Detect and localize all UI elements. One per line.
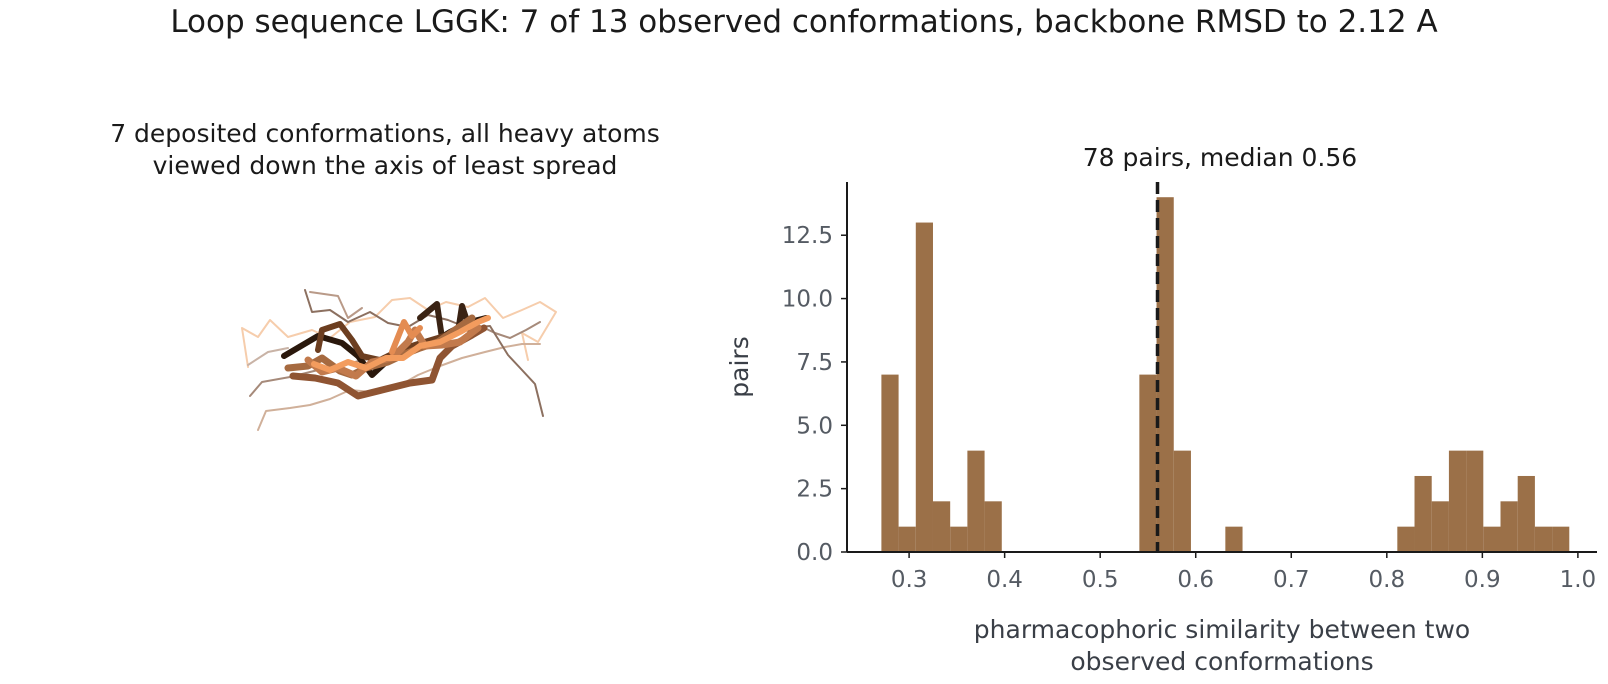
left-panel-title-line1: 7 deposited conformations, all heavy ato… xyxy=(110,119,660,148)
backbone-8 xyxy=(389,319,423,355)
histogram-bar xyxy=(1500,501,1518,552)
histogram-bar xyxy=(1225,526,1243,552)
histogram-bar xyxy=(984,501,1002,552)
histogram-bar xyxy=(932,501,951,552)
figure-suptitle: Loop sequence LGGK: 7 of 13 observed con… xyxy=(170,4,1438,40)
x-tick-label: 0.4 xyxy=(986,567,1023,593)
thin-trace-6 xyxy=(247,347,289,366)
histogram-title: 78 pairs, median 0.56 xyxy=(1082,143,1358,172)
x-tick-label: 1.0 xyxy=(1560,567,1597,593)
x-tick-label: 0.3 xyxy=(891,567,928,593)
y-tick-label: 10.0 xyxy=(782,287,833,313)
histogram-bar xyxy=(967,450,985,552)
thin-trace-1 xyxy=(241,297,557,368)
backbone-3 xyxy=(315,321,459,363)
x-tick-label: 0.6 xyxy=(1177,567,1214,593)
histogram-bar xyxy=(1397,526,1415,552)
x-axis-label-line1: pharmacophoric similarity between two xyxy=(974,615,1470,644)
x-tick-label: 0.9 xyxy=(1464,567,1501,593)
histogram-bars xyxy=(881,197,1570,552)
left-panel-title-line2: viewed down the axis of least spread xyxy=(152,151,618,180)
histogram-bar xyxy=(1156,197,1174,552)
histogram-bar xyxy=(1534,526,1553,552)
histogram-bar xyxy=(1552,526,1570,552)
y-tick-label: 12.5 xyxy=(782,223,833,249)
x-ticks: 0.3 0.4 0.5 0.6 0.7 0.8 0.9 1.0 xyxy=(891,552,1596,593)
histogram-bar xyxy=(915,222,933,552)
y-tick-label: 0.0 xyxy=(796,540,833,566)
left-panel-title: 7 deposited conformations, all heavy ato… xyxy=(30,118,740,182)
x-tick-label: 0.7 xyxy=(1273,567,1310,593)
y-tick-label: 5.0 xyxy=(796,413,833,439)
x-axis-label-line2: observed conformations xyxy=(1070,647,1373,676)
histogram-bar xyxy=(1483,526,1501,552)
histogram-bar xyxy=(1431,501,1449,552)
histogram-bar xyxy=(1173,450,1191,552)
histogram-bar xyxy=(950,526,968,552)
thin-trace-5 xyxy=(309,291,363,319)
histogram-bar xyxy=(898,526,916,552)
histogram-bar xyxy=(1448,450,1467,552)
backbone-7 xyxy=(311,315,491,373)
y-ticks: 0.0 2.5 5.0 7.5 10.0 12.5 xyxy=(782,223,847,566)
x-tick-label: 0.5 xyxy=(1082,567,1119,593)
y-tick-label: 7.5 xyxy=(796,350,833,376)
histogram-bar xyxy=(1466,450,1484,552)
y-tick-label: 2.5 xyxy=(796,477,833,503)
x-tick-label: 0.8 xyxy=(1369,567,1406,593)
histogram-bar xyxy=(881,374,899,552)
histogram-bar xyxy=(1517,475,1535,552)
y-axis-label: pairs xyxy=(725,336,754,397)
histogram-bar xyxy=(1414,475,1432,552)
histogram-bar xyxy=(1139,374,1157,552)
